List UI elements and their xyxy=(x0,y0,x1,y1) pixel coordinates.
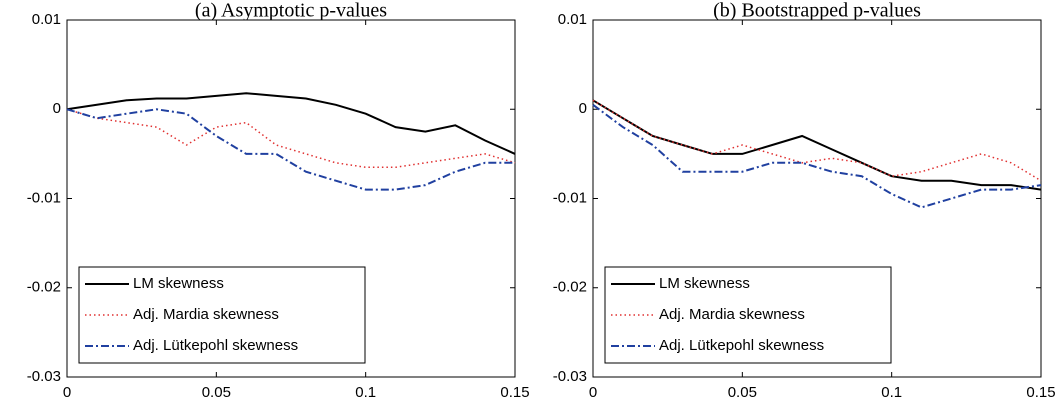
legend-label: Adj. Mardia skewness xyxy=(133,306,279,323)
y-tick-label: 0.01 xyxy=(558,11,587,28)
series-line xyxy=(66,108,516,169)
x-tick-label: 0 xyxy=(63,384,71,401)
series-line xyxy=(66,92,516,155)
y-tick-label: -0.01 xyxy=(27,189,61,206)
legend-label: Adj. Mardia skewness xyxy=(659,306,805,323)
y-tick-label: -0.03 xyxy=(553,368,587,385)
y-tick-label: 0 xyxy=(579,100,587,117)
legend-label: LM skewness xyxy=(133,275,224,292)
series-line xyxy=(66,108,515,191)
legend-label: Adj. Lütkepohl skewness xyxy=(659,337,824,354)
series-line xyxy=(592,99,1042,191)
chart-title: (a) Asymptotic p-values xyxy=(195,0,387,22)
x-tick-label: 0.15 xyxy=(1026,384,1055,401)
legend-label: Adj. Lütkepohl skewness xyxy=(133,337,298,354)
y-tick-label: -0.02 xyxy=(553,279,587,296)
y-tick-label: -0.01 xyxy=(553,189,587,206)
legend-label: LM skewness xyxy=(659,275,750,292)
x-tick-label: 0.05 xyxy=(202,384,231,401)
x-tick-label: 0 xyxy=(589,384,597,401)
x-tick-label: 0.1 xyxy=(355,384,376,401)
y-tick-label: 0 xyxy=(53,100,61,117)
y-tick-label: -0.03 xyxy=(27,368,61,385)
y-tick-label: -0.02 xyxy=(27,279,61,296)
y-tick-label: 0.01 xyxy=(32,11,61,28)
x-tick-label: 0.1 xyxy=(881,384,902,401)
series-line xyxy=(592,103,1042,209)
chart-title: (b) Bootstrapped p-values xyxy=(713,0,921,22)
x-tick-label: 0.15 xyxy=(500,384,529,401)
x-tick-label: 0.05 xyxy=(728,384,757,401)
